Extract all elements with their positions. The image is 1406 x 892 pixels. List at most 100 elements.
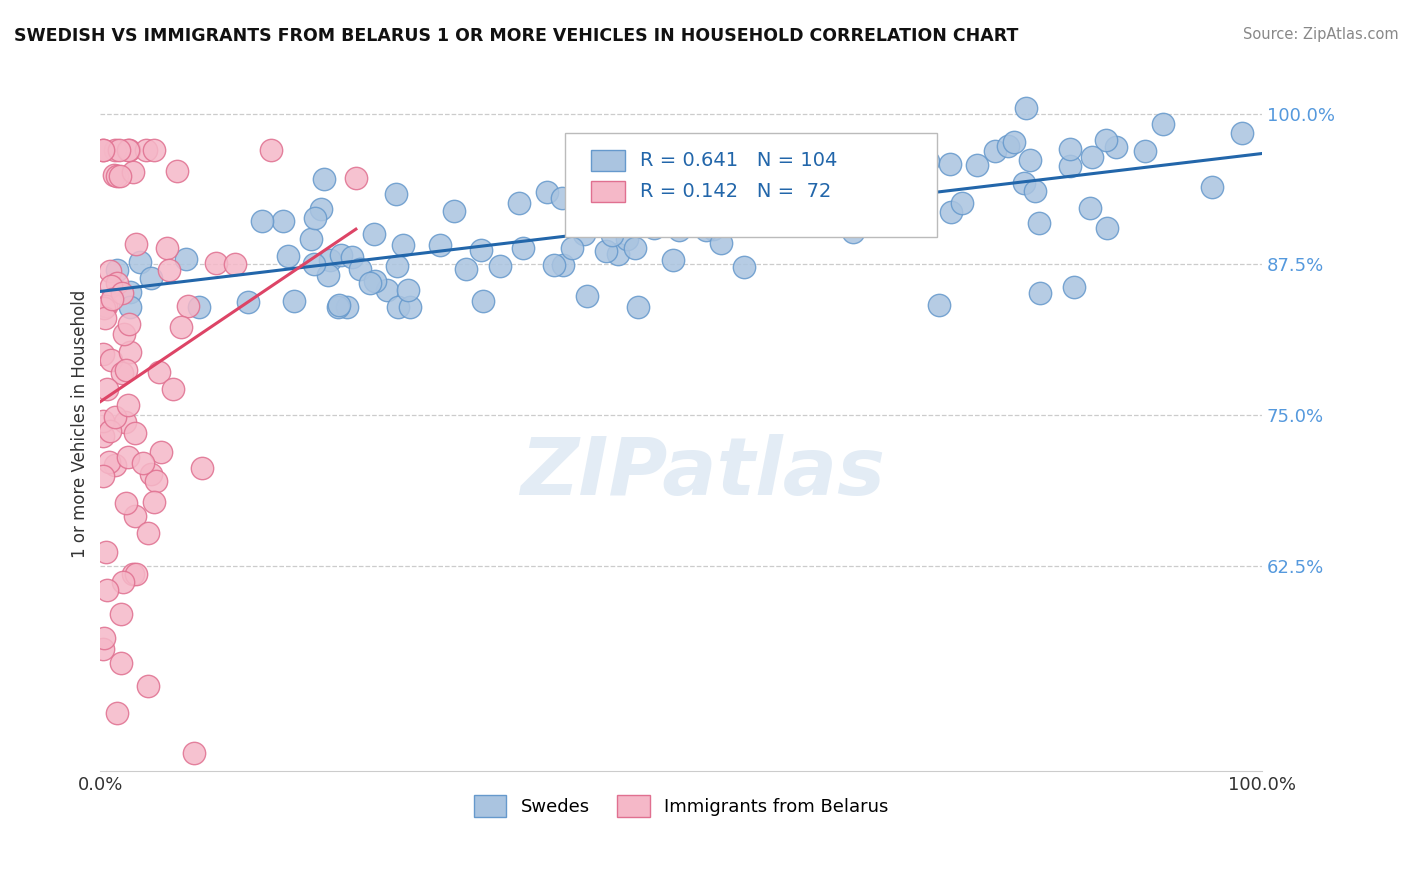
- Point: [91, 347, 114, 361]
- Point: [1105, 140, 1128, 154]
- Text: ZIPatlas: ZIPatlas: [520, 434, 886, 512]
- Point: [105, 169, 128, 184]
- Point: [868, 184, 890, 198]
- Point: [271, 214, 294, 228]
- Point: [396, 283, 419, 297]
- Point: [100, 353, 122, 368]
- Point: [1015, 101, 1038, 115]
- Point: [997, 139, 1019, 153]
- Y-axis label: 1 or more Vehicles in Household: 1 or more Vehicles in Household: [72, 290, 89, 558]
- Point: [143, 494, 166, 508]
- Point: [114, 415, 136, 429]
- Point: [312, 172, 335, 186]
- Point: [149, 445, 172, 459]
- Point: [145, 474, 167, 488]
- Point: [984, 145, 1007, 159]
- Point: [304, 211, 326, 225]
- Point: [572, 227, 595, 241]
- Point: [710, 235, 733, 250]
- Point: [1012, 177, 1035, 191]
- Point: [938, 157, 960, 171]
- Point: [733, 260, 755, 274]
- Point: [728, 159, 751, 173]
- Point: [1081, 150, 1104, 164]
- Point: [94, 545, 117, 559]
- Point: [536, 185, 558, 199]
- Point: [135, 143, 157, 157]
- Point: [101, 293, 124, 307]
- Point: [104, 458, 127, 472]
- Point: [571, 213, 593, 227]
- Point: [738, 148, 761, 162]
- Point: [139, 270, 162, 285]
- Point: [966, 158, 988, 172]
- Text: R = 0.641   N = 104: R = 0.641 N = 104: [641, 151, 838, 170]
- Point: [118, 285, 141, 300]
- Point: [117, 143, 139, 157]
- Point: [319, 253, 342, 268]
- Point: [543, 259, 565, 273]
- Point: [359, 276, 381, 290]
- Point: [110, 607, 132, 621]
- Point: [1063, 280, 1085, 294]
- Point: [731, 198, 754, 212]
- Point: [117, 450, 139, 464]
- Point: [96, 582, 118, 597]
- Point: [489, 259, 512, 273]
- Point: [105, 277, 128, 291]
- Point: [136, 679, 159, 693]
- Point: [668, 223, 690, 237]
- Point: [148, 365, 170, 379]
- Point: [472, 294, 495, 309]
- Point: [136, 526, 159, 541]
- Point: [115, 363, 138, 377]
- Point: [595, 244, 617, 258]
- Point: [103, 168, 125, 182]
- Point: [551, 191, 574, 205]
- Point: [328, 298, 350, 312]
- Point: [118, 317, 141, 331]
- Point: [157, 263, 180, 277]
- Point: [387, 300, 409, 314]
- Point: [1133, 145, 1156, 159]
- Point: [551, 259, 574, 273]
- Point: [1230, 127, 1253, 141]
- Point: [188, 300, 211, 314]
- Point: [1019, 153, 1042, 167]
- Point: [917, 153, 939, 168]
- Point: [111, 367, 134, 381]
- Point: [364, 274, 387, 288]
- Point: [125, 236, 148, 251]
- Point: [104, 143, 127, 157]
- Point: [124, 508, 146, 523]
- Point: [114, 496, 136, 510]
- Point: [330, 247, 353, 261]
- Point: [429, 238, 451, 252]
- Point: [561, 241, 583, 255]
- Point: [94, 299, 117, 313]
- Point: [91, 143, 114, 157]
- Point: [166, 163, 188, 178]
- Point: [170, 320, 193, 334]
- Point: [385, 187, 408, 202]
- Point: [336, 300, 359, 314]
- Point: [91, 414, 114, 428]
- Bar: [591, 181, 626, 202]
- Point: [283, 293, 305, 308]
- Point: [1059, 142, 1081, 156]
- Point: [744, 206, 766, 220]
- Point: [883, 164, 905, 178]
- Point: [124, 426, 146, 441]
- Point: [91, 641, 114, 656]
- Point: [94, 310, 117, 325]
- Point: [132, 456, 155, 470]
- Point: [177, 299, 200, 313]
- Point: [643, 220, 665, 235]
- Point: [100, 278, 122, 293]
- Point: [1059, 159, 1081, 173]
- Point: [1201, 180, 1223, 194]
- Point: [326, 300, 349, 314]
- Point: [224, 257, 246, 271]
- Point: [117, 398, 139, 412]
- Point: [846, 154, 869, 169]
